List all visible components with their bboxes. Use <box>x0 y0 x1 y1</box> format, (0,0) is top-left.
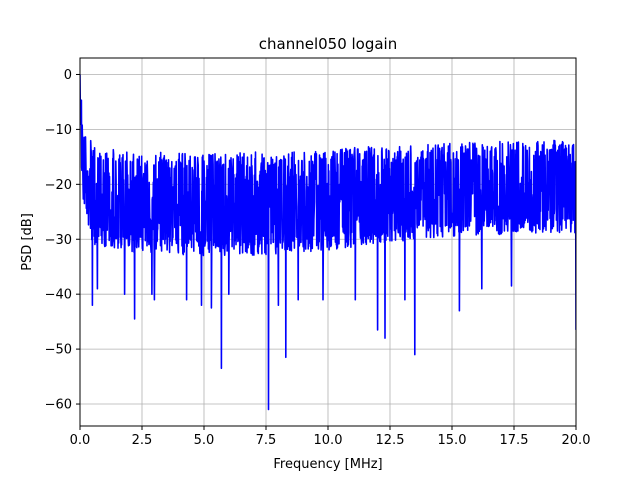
x-tick-label: 10.0 <box>314 433 343 448</box>
y-tick-label: −50 <box>45 343 72 358</box>
x-tick-label: 7.5 <box>256 433 277 448</box>
y-tick-label: −40 <box>45 288 72 303</box>
y-tick-label: −30 <box>45 233 72 248</box>
x-tick-label: 20.0 <box>562 433 591 448</box>
y-tick-label: 0 <box>64 68 72 83</box>
x-tick-label: 15.0 <box>438 433 467 448</box>
psd-series-line <box>80 74 576 411</box>
y-axis-label: PSD [dB] <box>20 213 35 271</box>
x-tick-label: 12.5 <box>376 433 405 448</box>
x-tick-label: 0.0 <box>70 433 91 448</box>
y-tick-label: −20 <box>45 178 72 193</box>
y-tick-label: −10 <box>45 123 72 138</box>
y-axis-ticks: 0 −10 −20 −30 −40 −50 −60 <box>45 68 80 413</box>
x-tick-label: 17.5 <box>500 433 529 448</box>
x-tick-label: 2.5 <box>132 433 153 448</box>
x-axis-label: Frequency [MHz] <box>273 457 382 472</box>
x-tick-label: 5.0 <box>194 433 215 448</box>
y-tick-label: −60 <box>45 398 72 413</box>
chart-title: channel050 logain <box>259 35 398 53</box>
x-axis-ticks: 0.0 2.5 5.0 7.5 10.0 12.5 15.0 17.5 20.0 <box>70 426 591 448</box>
